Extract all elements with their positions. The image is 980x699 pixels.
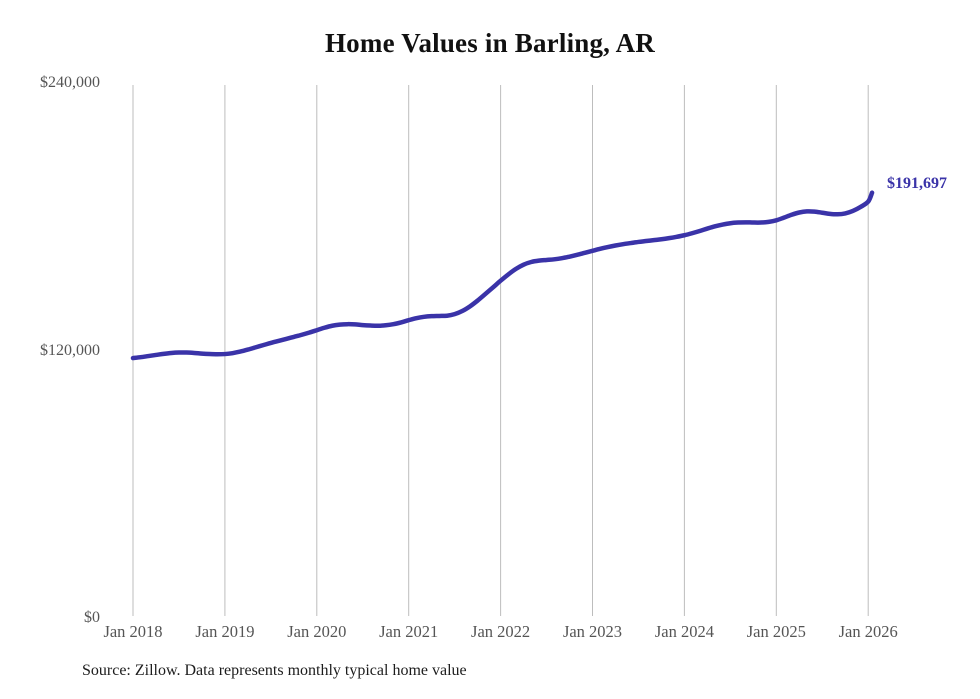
gridline-group	[132, 85, 869, 616]
x-tick-label-jan-2025: Jan 2025	[746, 622, 806, 641]
x-tick-label-jan-2026: Jan 2026	[838, 622, 898, 641]
x-tick-label-jan-2024: Jan 2024	[654, 622, 714, 641]
x-tick-label-jan-2018: Jan 2018	[103, 622, 163, 641]
home-value-line	[130, 190, 875, 361]
x-tick-label-jan-2019: Jan 2019	[195, 622, 255, 641]
x-tick-label-jan-2023: Jan 2023	[562, 622, 623, 641]
x-tick-label-jan-2020: Jan 2020	[287, 622, 347, 641]
y-tick-label-0: $0	[84, 609, 100, 626]
y-tick-label-120000: $120,000	[40, 341, 100, 359]
x-tick-label-jan-2021: Jan 2021	[379, 622, 439, 641]
end-value-label: $191,697	[887, 174, 948, 192]
x-tick-label-jan-2022: Jan 2022	[471, 622, 531, 641]
chart-title: Home Values in Barling, AR	[324, 28, 655, 58]
y-tick-label-240000: $240,000	[40, 74, 100, 91]
source-note: Source: Zillow. Data represents monthly …	[82, 662, 467, 679]
